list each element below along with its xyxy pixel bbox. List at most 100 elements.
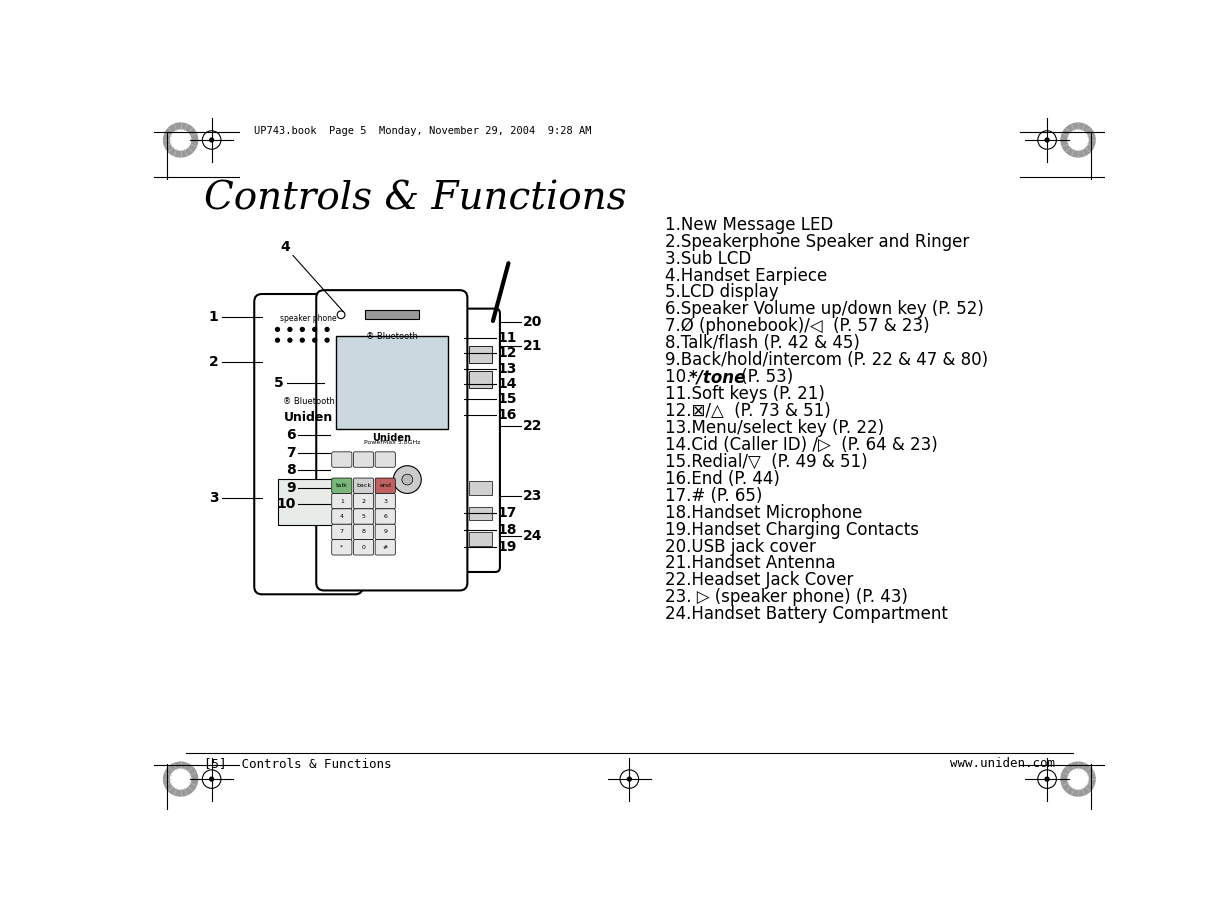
Text: #: # — [383, 545, 388, 550]
Text: 16.End (P. 44): 16.End (P. 44) — [666, 470, 780, 488]
Text: 0: 0 — [361, 545, 366, 550]
Text: 1: 1 — [340, 499, 344, 503]
Text: 6: 6 — [286, 428, 296, 442]
Circle shape — [393, 466, 421, 493]
Circle shape — [628, 777, 631, 781]
Bar — [469, 347, 492, 363]
Circle shape — [275, 339, 280, 342]
Text: 24.Handset Battery Compartment: 24.Handset Battery Compartment — [666, 605, 948, 623]
Bar — [469, 532, 492, 546]
Text: Controls & Functions: Controls & Functions — [204, 181, 626, 217]
Text: 15: 15 — [497, 392, 517, 407]
Text: 22: 22 — [522, 420, 542, 433]
Text: back: back — [356, 483, 371, 489]
Text: 3.Sub LCD: 3.Sub LCD — [666, 249, 752, 268]
Text: 14: 14 — [497, 377, 517, 391]
Text: 2: 2 — [209, 355, 219, 369]
Circle shape — [313, 339, 317, 342]
Text: 17: 17 — [497, 507, 517, 521]
FancyBboxPatch shape — [332, 524, 352, 540]
Circle shape — [171, 130, 190, 150]
Text: 9.Back/hold/intercom (P. 22 & 47 & 80): 9.Back/hold/intercom (P. 22 & 47 & 80) — [666, 351, 989, 369]
Bar — [469, 371, 492, 388]
Text: www.uniden.com: www.uniden.com — [949, 757, 1055, 770]
FancyBboxPatch shape — [332, 509, 352, 524]
Text: speaker phone: speaker phone — [280, 314, 336, 323]
Text: 9: 9 — [286, 481, 296, 495]
Text: (P. 53): (P. 53) — [737, 369, 793, 386]
Circle shape — [171, 769, 190, 789]
FancyBboxPatch shape — [354, 478, 373, 493]
Circle shape — [1045, 777, 1049, 781]
FancyBboxPatch shape — [317, 290, 468, 591]
Text: 21: 21 — [522, 339, 542, 352]
Circle shape — [163, 123, 198, 157]
Circle shape — [275, 328, 280, 331]
Circle shape — [1061, 123, 1095, 157]
Circle shape — [1061, 763, 1095, 796]
Circle shape — [301, 339, 305, 342]
Text: 2.Speakerphone Speaker and Ringer: 2.Speakerphone Speaker and Ringer — [666, 233, 969, 250]
Text: 5: 5 — [274, 376, 284, 389]
Text: talk: talk — [336, 483, 348, 489]
Circle shape — [325, 339, 329, 342]
Bar — [365, 310, 419, 319]
Text: Uniden: Uniden — [372, 432, 411, 442]
Circle shape — [313, 328, 317, 331]
Circle shape — [287, 328, 292, 331]
Circle shape — [163, 763, 198, 796]
Circle shape — [325, 328, 329, 331]
FancyBboxPatch shape — [375, 524, 395, 540]
Circle shape — [1068, 769, 1088, 789]
Text: 14.Cid (Caller ID) /▷  (P. 64 & 23): 14.Cid (Caller ID) /▷ (P. 64 & 23) — [666, 436, 938, 454]
Text: 19: 19 — [497, 541, 517, 554]
Text: ® Bluetooth: ® Bluetooth — [366, 332, 418, 341]
FancyBboxPatch shape — [375, 509, 395, 524]
Circle shape — [1068, 130, 1088, 150]
Text: 19.Handset Charging Contacts: 19.Handset Charging Contacts — [666, 521, 919, 539]
Text: 12: 12 — [497, 347, 517, 360]
Text: *: * — [340, 545, 344, 550]
FancyBboxPatch shape — [332, 452, 352, 467]
Text: 16: 16 — [497, 408, 517, 422]
Text: 8.Talk/flash (P. 42 & 45): 8.Talk/flash (P. 42 & 45) — [666, 334, 860, 352]
Text: 6: 6 — [383, 514, 387, 519]
Circle shape — [287, 339, 292, 342]
Text: 11.Soft keys (P. 21): 11.Soft keys (P. 21) — [666, 385, 825, 403]
Text: 11: 11 — [497, 331, 517, 345]
Text: 3: 3 — [209, 491, 219, 505]
Bar — [335, 337, 448, 429]
Text: 17.# (P. 65): 17.# (P. 65) — [666, 487, 763, 505]
FancyBboxPatch shape — [354, 493, 373, 509]
Text: 8: 8 — [361, 530, 366, 534]
Text: PowerMax 5.8GHz: PowerMax 5.8GHz — [363, 440, 420, 444]
Text: 23: 23 — [522, 490, 542, 503]
Text: 10: 10 — [276, 497, 296, 511]
FancyBboxPatch shape — [375, 478, 395, 493]
Bar — [469, 481, 492, 495]
Circle shape — [210, 777, 214, 781]
Text: 9: 9 — [383, 530, 387, 534]
Text: 5: 5 — [361, 514, 366, 519]
Text: 15.Redial/▽  (P. 49 & 51): 15.Redial/▽ (P. 49 & 51) — [666, 453, 868, 470]
Text: UP743.book  Page 5  Monday, November 29, 2004  9:28 AM: UP743.book Page 5 Monday, November 29, 2… — [254, 126, 592, 136]
Text: 7.Ø (phonebook)/◁  (P. 57 & 23): 7.Ø (phonebook)/◁ (P. 57 & 23) — [666, 318, 930, 336]
Text: end: end — [379, 483, 392, 489]
FancyBboxPatch shape — [354, 452, 373, 467]
Text: 1: 1 — [209, 310, 219, 324]
FancyBboxPatch shape — [332, 478, 352, 493]
Text: 18: 18 — [497, 523, 517, 538]
Text: 12.⊠/△  (P. 73 & 51): 12.⊠/△ (P. 73 & 51) — [666, 402, 831, 420]
Text: 24: 24 — [522, 529, 542, 542]
Text: ® Bluetooth: ® Bluetooth — [282, 398, 334, 406]
Text: */tone: */tone — [688, 369, 745, 386]
Text: 18.Handset Microphone: 18.Handset Microphone — [666, 503, 862, 521]
FancyBboxPatch shape — [254, 294, 362, 594]
Text: 6.Speaker Volume up/down key (P. 52): 6.Speaker Volume up/down key (P. 52) — [666, 300, 984, 318]
Text: 7: 7 — [340, 530, 344, 534]
Text: 2: 2 — [361, 499, 366, 503]
Circle shape — [210, 138, 214, 142]
FancyBboxPatch shape — [375, 493, 395, 509]
Text: 5.LCD display: 5.LCD display — [666, 283, 779, 301]
Text: 4: 4 — [280, 240, 290, 254]
